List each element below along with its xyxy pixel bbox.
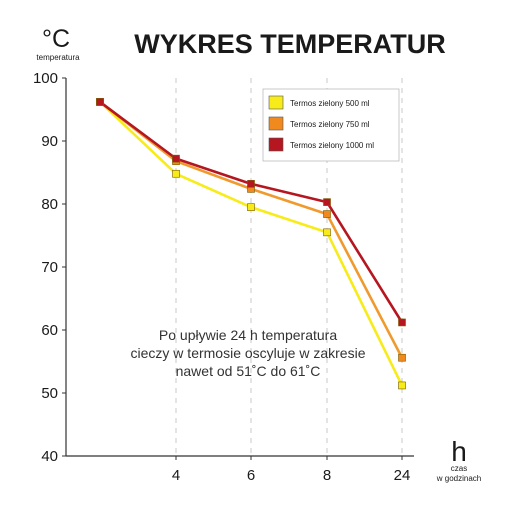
annotation-line-1: Po upływie 24 h temperatura xyxy=(159,327,337,343)
data-point-series-2-x-8 xyxy=(323,210,331,218)
data-point-series-3-x-24 xyxy=(398,318,406,327)
y-tick-label: 50 xyxy=(41,385,58,402)
x-unit-label-line2: w godzinach xyxy=(436,474,481,483)
annotation: Po upływie 24 h temperatura cieczy w ter… xyxy=(131,327,366,379)
y-tick-label: 100 xyxy=(33,70,58,87)
x-unit-label-line1: czas xyxy=(451,464,467,473)
x-unit-symbol: h xyxy=(451,436,467,467)
legend-box xyxy=(262,88,400,162)
data-point-series-1-x-24 xyxy=(398,381,406,390)
data-point-series-1-x-4 xyxy=(172,169,180,178)
y-tick-label: 80 xyxy=(41,196,58,213)
legend-label-3: Termos zielony 1000 ml xyxy=(290,141,374,150)
data-point-series-1-x-8 xyxy=(323,228,331,237)
x-tick-label: 8 xyxy=(323,467,331,484)
annotation-line-3: nawet od 51˚C do 61˚C xyxy=(176,363,321,379)
legend-swatch-1 xyxy=(268,95,284,110)
legend: Termos zielony 500 ml Termos zielony 750 … xyxy=(262,88,400,162)
y-tick-label: 60 xyxy=(41,322,58,339)
y-unit-symbol: °C xyxy=(42,25,70,53)
legend-label-1: Termos zielony 500 ml xyxy=(290,99,370,108)
y-tick-label: 40 xyxy=(41,448,58,465)
data-point-series-3-x-6 xyxy=(247,180,255,188)
y-axis-ticks: 40 50 60 70 80 90 100 xyxy=(33,70,66,465)
x-tick-label: 24 xyxy=(394,467,411,484)
legend-swatch-3 xyxy=(268,137,284,152)
data-point-series-3-x-8 xyxy=(323,198,331,206)
x-tick-label: 4 xyxy=(172,467,180,484)
y-tick-label: 70 xyxy=(41,259,58,276)
annotation-line-2: cieczy w termosie oscyluje w zakresie xyxy=(131,345,366,361)
data-point-series-3-x-0 xyxy=(96,98,104,106)
y-tick-label: 90 xyxy=(41,133,58,150)
y-unit-label: temperatura xyxy=(36,53,80,62)
legend-swatch-2 xyxy=(268,116,284,131)
x-axis-ticks: 4 6 8 24 xyxy=(172,456,411,484)
chart-title: WYKRES TEMPERATUR xyxy=(134,29,446,59)
data-point-series-1-x-6 xyxy=(247,203,255,211)
x-tick-label: 6 xyxy=(247,467,255,484)
series-markers xyxy=(96,98,406,390)
data-point-series-3-x-4 xyxy=(172,154,180,163)
legend-label-2: Termos zielony 750 ml xyxy=(290,120,370,129)
data-point-series-2-x-24 xyxy=(398,353,406,362)
